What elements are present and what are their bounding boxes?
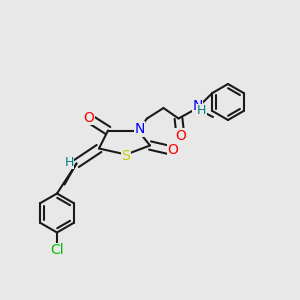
Text: O: O	[175, 129, 186, 142]
Text: S: S	[122, 149, 130, 163]
Text: N: N	[192, 99, 203, 113]
Text: N: N	[134, 122, 145, 136]
Text: H: H	[197, 104, 207, 118]
Text: O: O	[168, 143, 178, 157]
Text: O: O	[83, 111, 94, 124]
Text: Cl: Cl	[50, 244, 64, 257]
Text: H: H	[64, 155, 74, 169]
